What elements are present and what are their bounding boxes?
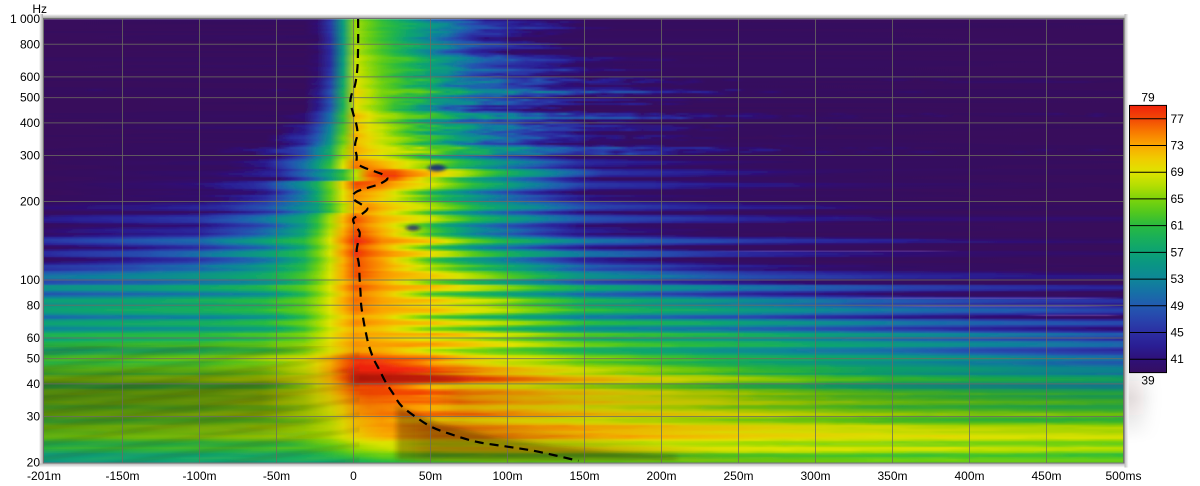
svg-text:250m: 250m (723, 469, 753, 483)
svg-text:150m: 150m (569, 469, 599, 483)
svg-text:50m: 50m (419, 469, 442, 483)
svg-text:30: 30 (27, 410, 41, 424)
svg-text:-50m: -50m (263, 469, 290, 483)
svg-text:Hz: Hz (32, 2, 47, 16)
svg-text:0: 0 (350, 469, 357, 483)
svg-text:400: 400 (20, 116, 40, 130)
svg-text:350m: 350m (877, 469, 907, 483)
svg-text:41: 41 (1171, 352, 1185, 366)
svg-text:20: 20 (27, 456, 41, 470)
svg-text:500ms: 500ms (1105, 469, 1141, 483)
svg-text:60: 60 (27, 331, 41, 345)
svg-text:61: 61 (1171, 219, 1185, 233)
svg-text:80: 80 (27, 298, 41, 312)
svg-text:300m: 300m (800, 469, 830, 483)
svg-text:-201m: -201m (27, 469, 61, 483)
svg-text:73: 73 (1171, 139, 1185, 153)
svg-text:600: 600 (20, 70, 40, 84)
svg-text:200: 200 (20, 195, 40, 209)
svg-text:400m: 400m (954, 469, 984, 483)
svg-text:40: 40 (27, 377, 41, 391)
svg-text:57: 57 (1171, 245, 1185, 259)
svg-text:300: 300 (20, 149, 40, 163)
svg-text:49: 49 (1171, 299, 1185, 313)
svg-text:79: 79 (1141, 90, 1155, 104)
svg-text:800: 800 (20, 37, 40, 51)
svg-text:100m: 100m (492, 469, 522, 483)
svg-text:-100m: -100m (182, 469, 216, 483)
svg-text:53: 53 (1171, 272, 1185, 286)
svg-text:77: 77 (1171, 112, 1185, 126)
svg-text:450m: 450m (1031, 469, 1061, 483)
svg-text:100: 100 (20, 273, 40, 287)
svg-text:39: 39 (1141, 374, 1155, 388)
svg-text:1 000: 1 000 (10, 12, 40, 26)
svg-text:-150m: -150m (105, 469, 139, 483)
svg-text:50: 50 (27, 352, 41, 366)
svg-text:200m: 200m (646, 469, 676, 483)
svg-text:69: 69 (1171, 165, 1185, 179)
svg-text:45: 45 (1171, 326, 1185, 340)
svg-text:65: 65 (1171, 192, 1185, 206)
svg-text:500: 500 (20, 91, 40, 105)
